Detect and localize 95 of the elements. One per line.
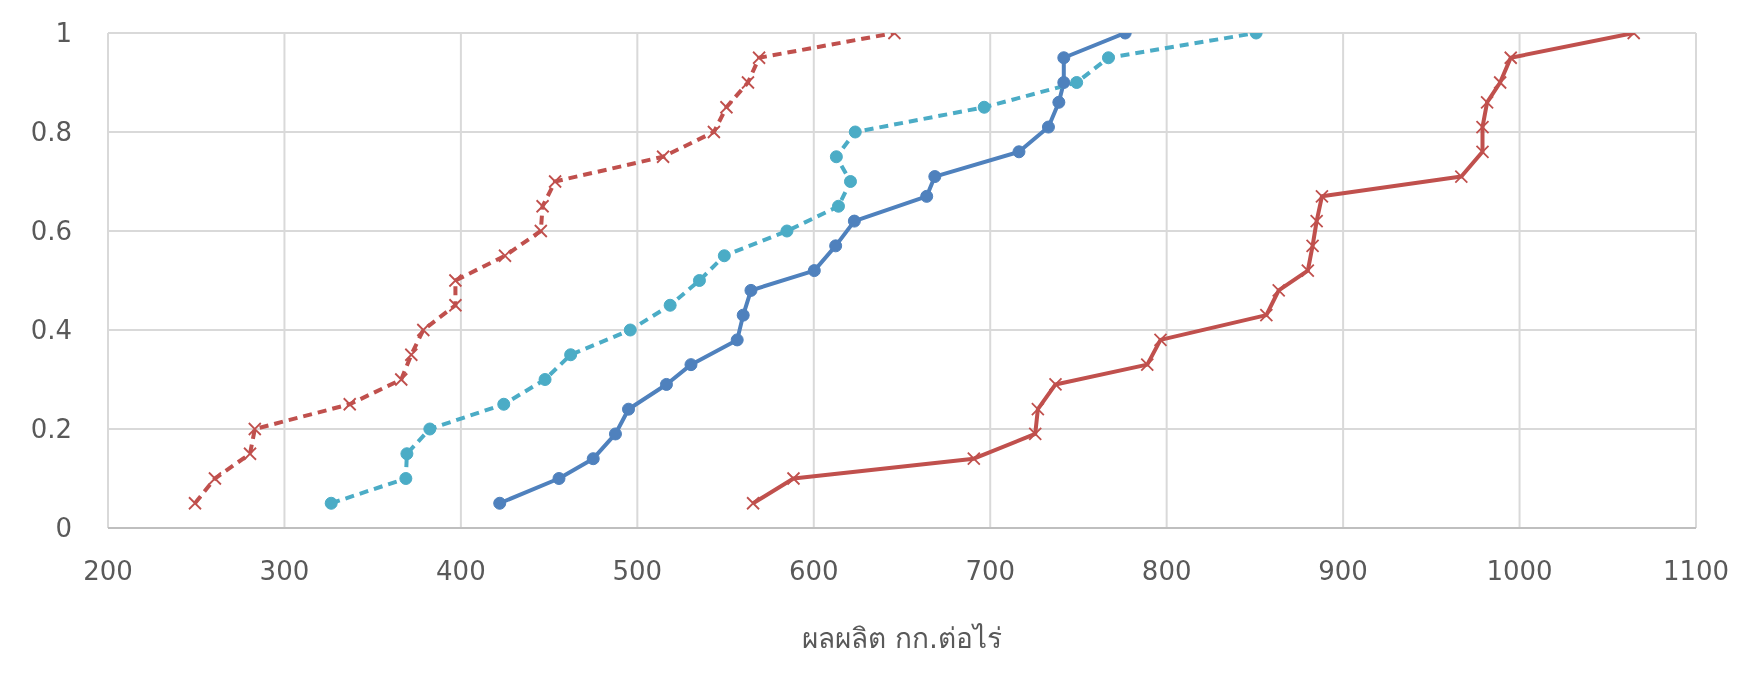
point: [920, 189, 934, 203]
point: [848, 125, 862, 139]
point: [1493, 75, 1508, 90]
y-tick-label: 1: [55, 18, 72, 49]
point: [399, 472, 413, 485]
x-tick-label: 600: [788, 556, 839, 587]
point: [622, 402, 636, 416]
point: [1271, 283, 1286, 298]
point: [552, 472, 566, 485]
point: [498, 248, 512, 263]
point: [829, 150, 843, 164]
point: [394, 372, 409, 387]
point: [684, 358, 698, 372]
x-axis-title: ผลผลิต กก.ต่อไร่: [802, 622, 1002, 655]
x-tick-label: 700: [965, 556, 1016, 587]
point: [324, 496, 338, 510]
point: [1300, 263, 1315, 278]
point: [208, 471, 222, 486]
point: [966, 451, 981, 466]
point: [535, 199, 550, 214]
point: [623, 323, 637, 337]
point: [1140, 357, 1155, 372]
point: [404, 347, 419, 362]
point: [656, 149, 670, 164]
point: [400, 447, 414, 461]
x-tick-label: 900: [1318, 556, 1368, 587]
x-tick-label: 1000: [1486, 556, 1553, 587]
point: [692, 274, 706, 287]
point: [548, 174, 563, 189]
point: [746, 496, 760, 511]
point: [1052, 95, 1066, 109]
point: [752, 50, 766, 65]
y-tick-label: 0.2: [30, 414, 72, 445]
point: [829, 239, 843, 253]
point: [243, 446, 257, 461]
point: [843, 175, 857, 188]
point: [928, 170, 942, 184]
point: [1503, 50, 1518, 65]
y-tick-label: 0.6: [30, 216, 72, 247]
point: [807, 264, 821, 278]
point: [586, 452, 600, 466]
point: [423, 422, 437, 436]
point: [1041, 120, 1055, 134]
point: [497, 397, 511, 411]
point: [1475, 144, 1490, 159]
point: [1309, 214, 1324, 228]
point: [1315, 189, 1329, 204]
point: [247, 422, 262, 436]
x-tick-label: 1100: [1662, 556, 1730, 587]
point: [1048, 377, 1063, 392]
x-tick-label: 500: [612, 556, 663, 587]
point: [1028, 427, 1043, 441]
point: [707, 125, 721, 139]
point: [1454, 169, 1469, 184]
x-tick-label: 800: [1141, 556, 1192, 587]
point: [741, 75, 755, 90]
point: [780, 224, 794, 238]
point: [831, 199, 845, 213]
point: [786, 471, 801, 486]
point: [1030, 402, 1045, 417]
point: [977, 100, 991, 114]
point: [1070, 76, 1084, 89]
point: [493, 496, 507, 510]
y-tick-label: 0: [55, 513, 72, 544]
point: [538, 373, 552, 386]
point: [564, 348, 578, 362]
point: [847, 214, 861, 228]
point: [736, 308, 750, 322]
point: [416, 323, 431, 337]
point: [717, 249, 731, 263]
point: [1480, 95, 1494, 110]
point: [1153, 333, 1168, 347]
point: [448, 298, 463, 313]
point: [342, 397, 357, 412]
x-tick-label: 300: [259, 556, 310, 587]
point: [719, 100, 734, 115]
point: [533, 224, 548, 238]
point: [744, 283, 758, 297]
x-tick-label: 200: [83, 556, 133, 587]
point: [1259, 308, 1274, 323]
point: [1305, 238, 1320, 253]
y-tick-label: 0.8: [30, 117, 72, 148]
point: [1101, 51, 1115, 65]
point: [1057, 51, 1071, 65]
point: [1057, 76, 1071, 89]
point: [659, 377, 673, 391]
point: [663, 298, 677, 312]
x-tick-label: 400: [436, 556, 486, 587]
point: [1012, 145, 1026, 159]
point: [188, 496, 202, 511]
point: [608, 427, 622, 441]
point: [730, 333, 744, 347]
point: [1475, 120, 1490, 134]
point: [448, 273, 463, 288]
y-tick-label: 0.4: [30, 315, 72, 346]
